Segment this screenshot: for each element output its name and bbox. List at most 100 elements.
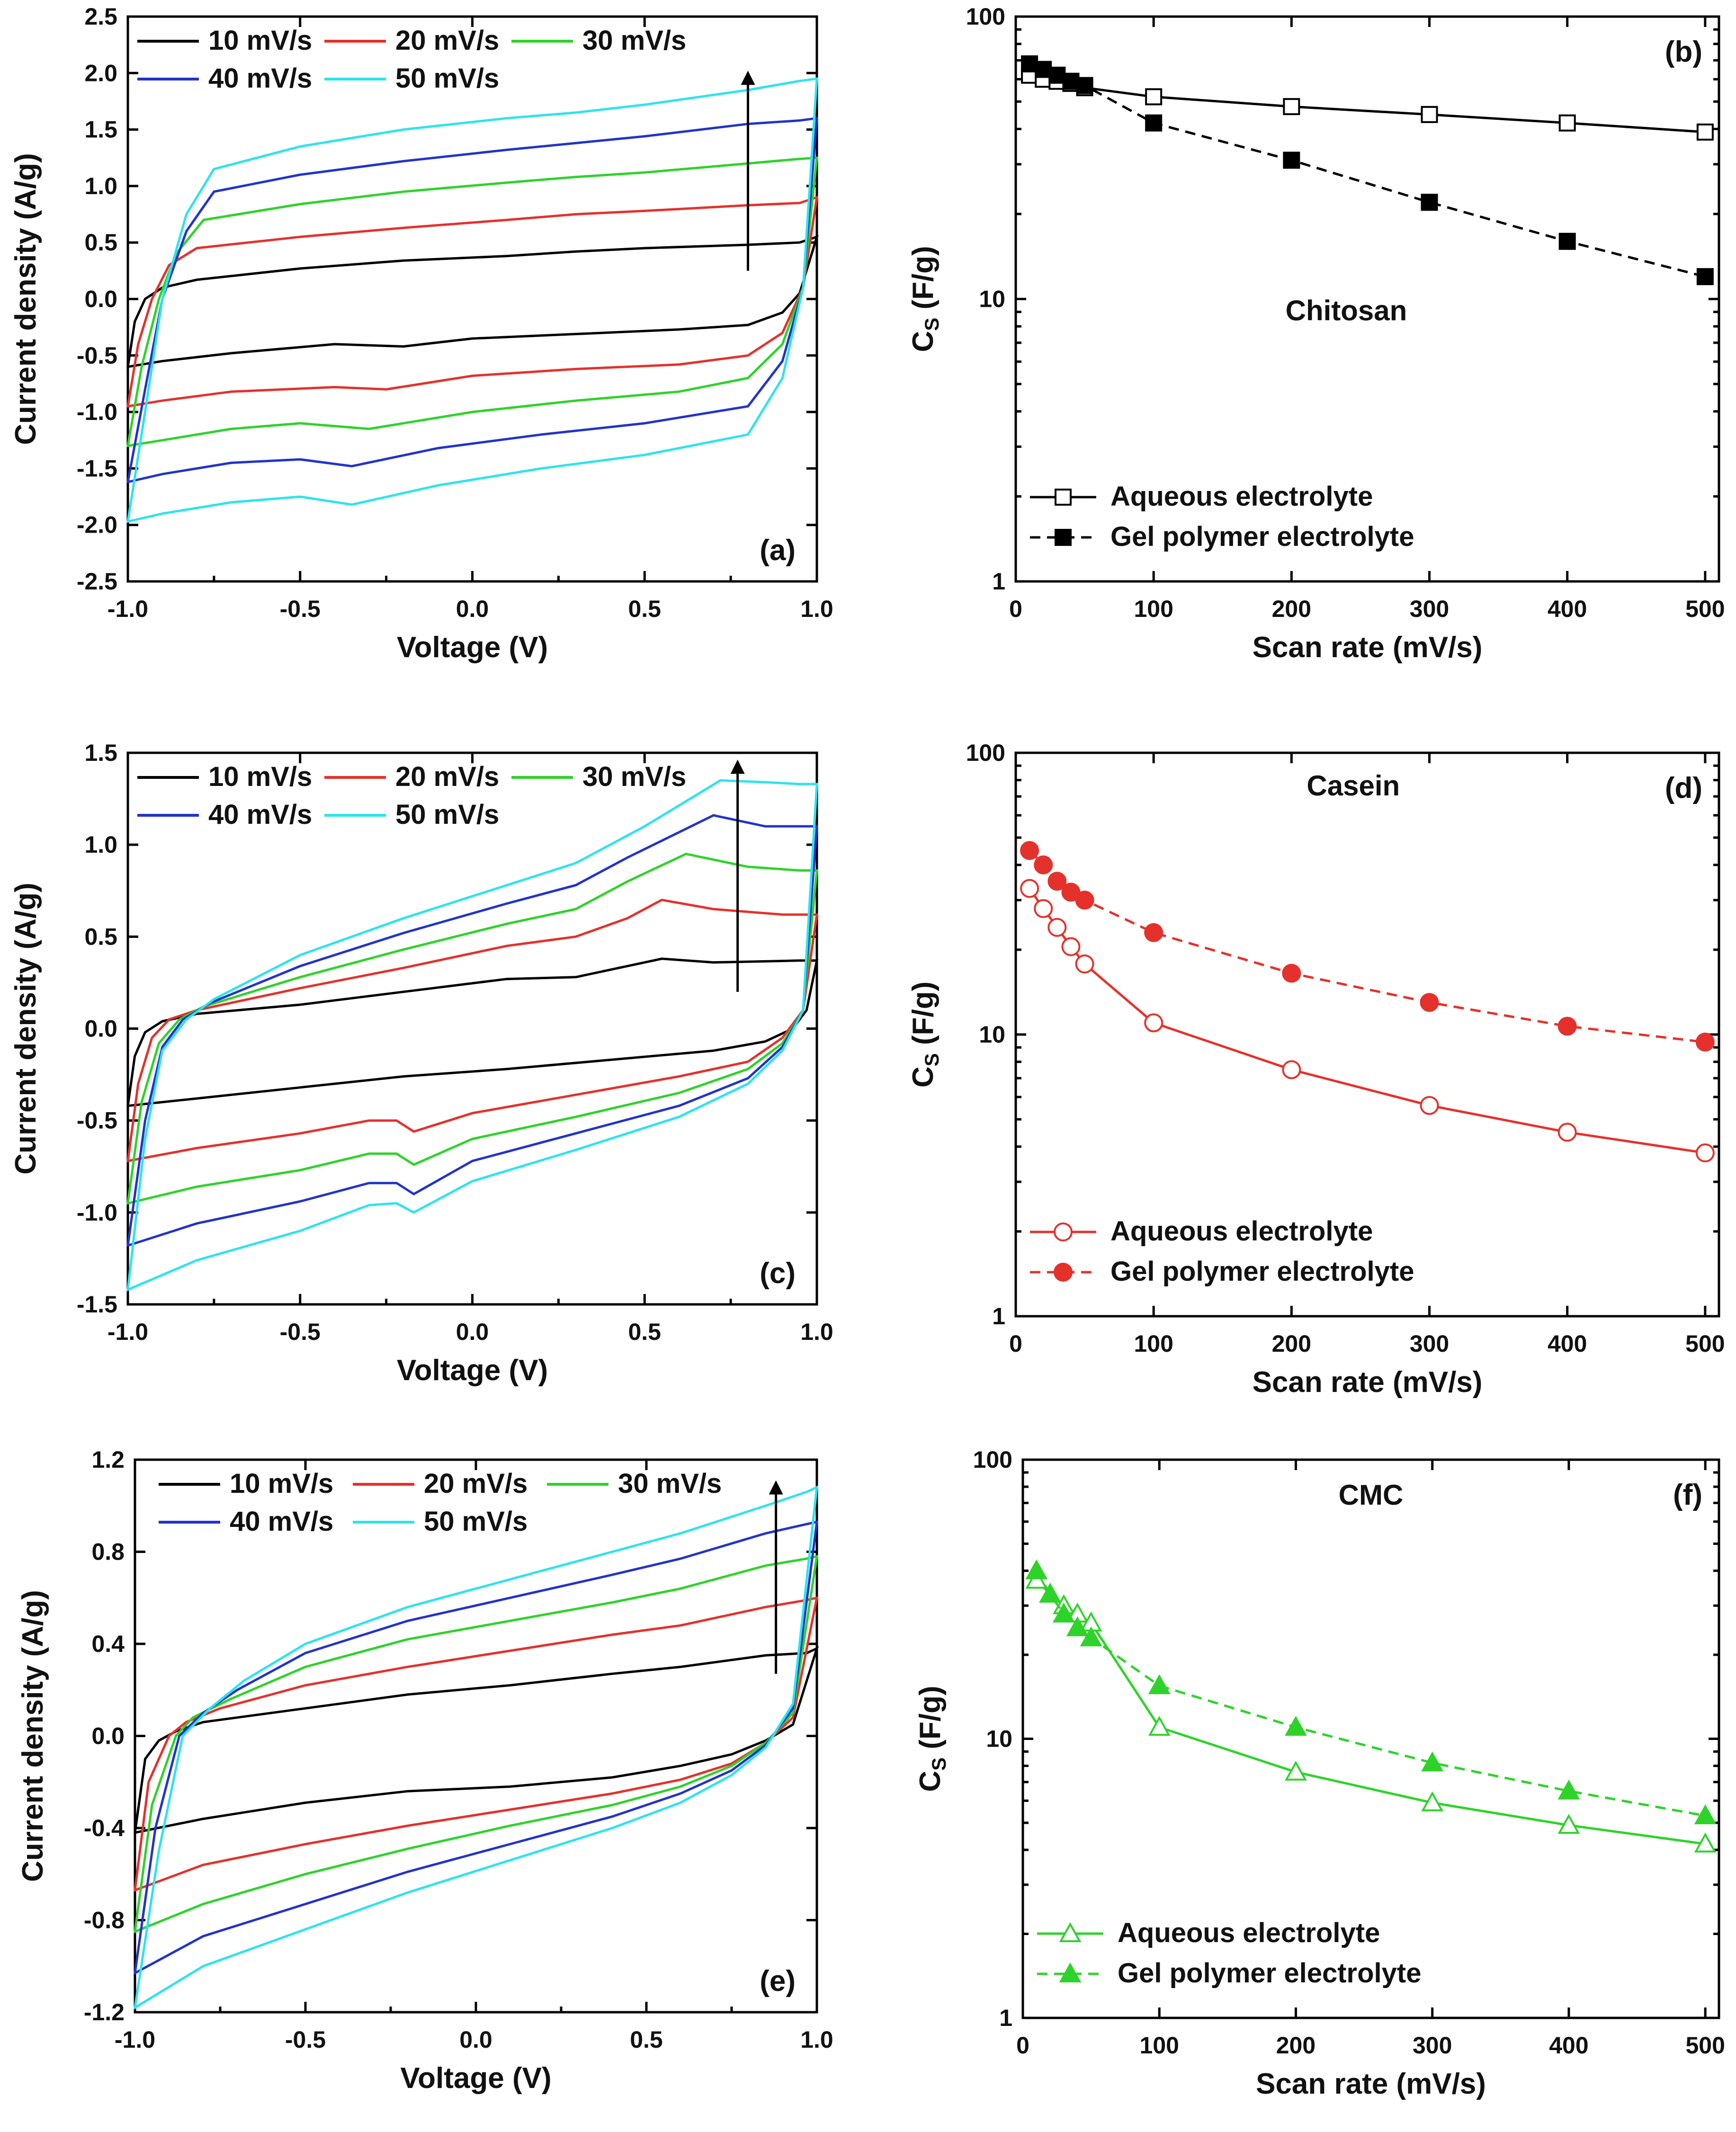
- data-point: [1283, 98, 1300, 116]
- x-axis-title: Scan rate (mV/s): [1256, 2068, 1486, 2100]
- x-tick-label: 400: [1548, 1330, 1587, 1357]
- data-point: [1421, 194, 1438, 211]
- y-tick-label: 0.5: [84, 923, 117, 950]
- x-tick-label: 200: [1272, 1330, 1311, 1357]
- data-point: [1144, 1013, 1163, 1033]
- legend-marker: [1054, 1263, 1073, 1282]
- x-tick-label: -1.0: [107, 1319, 148, 1345]
- y-axis-title-unit: (F/g): [914, 1686, 947, 1757]
- x-tick-label: 1.0: [800, 1319, 833, 1345]
- legend-marker: [1059, 1922, 1082, 1942]
- data-point: [1695, 1143, 1715, 1163]
- data-point: [1148, 1715, 1171, 1736]
- y-axis-title-main: C: [907, 331, 940, 352]
- data-point: [1025, 1559, 1048, 1579]
- data-point: [1420, 1096, 1439, 1115]
- legend-marker: [1055, 489, 1072, 506]
- panel-c: -1.0 -0.5 0.0 0.5 1.0-1.5-1.0-0.50.00.51.01.…: [9, 740, 833, 1387]
- y-axis-title-main: C: [914, 1771, 947, 1792]
- y-tick-label: 2.0: [84, 60, 117, 86]
- data-point: [1020, 841, 1039, 860]
- y-tick-label: 100: [966, 740, 1005, 766]
- data-point: [1696, 123, 1714, 141]
- material-label: Casein: [1306, 770, 1400, 802]
- legend-label: Gel polymer electrolyte: [1110, 1256, 1414, 1287]
- x-tick-label: 0: [1009, 596, 1022, 622]
- legend-label: Gel polymer electrolyte: [1118, 1958, 1421, 1989]
- data-point: [1061, 883, 1081, 902]
- data-point: [1075, 954, 1094, 974]
- legend-label: 40 mV/s: [208, 799, 312, 830]
- data-point: [1148, 1674, 1171, 1695]
- legend-label: 20 mV/s: [424, 1468, 528, 1499]
- panel-e: -1.0 -0.5 0.0 0.5 1.0 -1.2 -0.8 -0.4 0.0 0.4 0.8 1.…: [17, 1446, 833, 2095]
- cv-curve-30-mv-s: [133, 1554, 819, 1934]
- x-tick-label: 0.0: [456, 1319, 489, 1345]
- data-point: [1421, 1751, 1444, 1772]
- y-tick-label: 1.5: [84, 740, 117, 766]
- x-tick-label: 0.5: [628, 1319, 661, 1345]
- data-point: [1020, 879, 1039, 898]
- legend-label: 50 mV/s: [424, 1506, 528, 1537]
- data-point: [1080, 1626, 1102, 1647]
- x-tick-label: 500: [1685, 596, 1725, 622]
- cv-curve-50-mv-s: [133, 1485, 818, 2010]
- x-tick-label: 1.0: [800, 2026, 833, 2053]
- y-tick-label: 1: [992, 1303, 1005, 1329]
- data-point: [1066, 1616, 1089, 1636]
- data-point: [1285, 1760, 1307, 1781]
- data-point: [1420, 993, 1439, 1012]
- data-point: [1076, 77, 1093, 94]
- y-axis-title-sub: S: [921, 318, 943, 331]
- legend-label: 30 mV/s: [618, 1468, 722, 1499]
- x-tick-label: 100: [1134, 596, 1173, 622]
- panel-d: 0 100 200 300 400 500 1 10 100 Scan rate (mV/s) CS…: [907, 740, 1725, 1399]
- data-point: [1694, 1832, 1717, 1853]
- legend-label: 40 mV/s: [208, 63, 312, 94]
- data-point: [1047, 872, 1067, 891]
- y-tick-label: 100: [966, 3, 1005, 30]
- x-tick-label: 0.0: [456, 596, 489, 622]
- y-tick-label: 0.0: [84, 286, 117, 312]
- x-tick-label: -0.5: [280, 1319, 321, 1345]
- legend-label: Aqueous electrolyte: [1118, 1918, 1380, 1948]
- y-tick-label: 0.4: [91, 1631, 125, 1657]
- x-axis-title: Voltage (V): [400, 2062, 551, 2095]
- y-tick-label: 1.0: [84, 173, 117, 199]
- x-tick-label: 100: [1140, 2032, 1179, 2059]
- cv-curve-40-mv-s: [126, 116, 818, 484]
- legend-label: Aqueous electrolyte: [1110, 481, 1373, 512]
- y-axis-title: CS (F/g): [907, 246, 943, 352]
- data-point: [1558, 114, 1576, 132]
- data-point: [1282, 1060, 1301, 1079]
- y-tick-label: -1.0: [77, 1199, 117, 1226]
- data-point: [1283, 152, 1300, 169]
- y-tick-label: 100: [973, 1446, 1012, 1473]
- y-tick-label: 1.0: [84, 831, 117, 858]
- y-axis-title-sub: S: [921, 1053, 943, 1066]
- y-axis-title: CS (F/g): [907, 981, 943, 1088]
- panel-f: 0 100 200 300 400 500 1 10 100 Scan rate (mV/s) CS…: [914, 1446, 1725, 2100]
- y-tick-label: 0.8: [91, 1539, 125, 1565]
- y-axis-title: Current density (A/g): [9, 883, 42, 1175]
- y-tick-label: -1.5: [77, 455, 117, 482]
- data-point: [1048, 66, 1066, 84]
- y-axis-title-sub: S: [928, 1757, 950, 1771]
- cv-curve-40-mv-s: [126, 814, 818, 1248]
- x-axis-title: Voltage (V): [397, 631, 548, 664]
- legend-label: 30 mV/s: [582, 25, 686, 56]
- x-axis-title: Scan rate (mV/s): [1253, 1366, 1483, 1399]
- material-label: CMC: [1339, 1479, 1404, 1511]
- panel-label: (c): [760, 1257, 796, 1290]
- x-tick-label: 100: [1134, 1330, 1173, 1357]
- panel-b: 0 100 200 300 400 500 1 10 100 Scan rate (mV/s) CS…: [907, 3, 1725, 664]
- legend-marker: [1054, 1222, 1073, 1241]
- y-axis-title-unit: (F/g): [907, 981, 940, 1053]
- data-point: [1557, 1017, 1577, 1036]
- data-point: [1047, 918, 1067, 937]
- x-tick-label: 500: [1685, 2032, 1725, 2059]
- legend-label: 50 mV/s: [395, 63, 499, 94]
- legend-label: Gel polymer electrolyte: [1110, 521, 1414, 552]
- panel-label: (f): [1673, 1479, 1702, 1511]
